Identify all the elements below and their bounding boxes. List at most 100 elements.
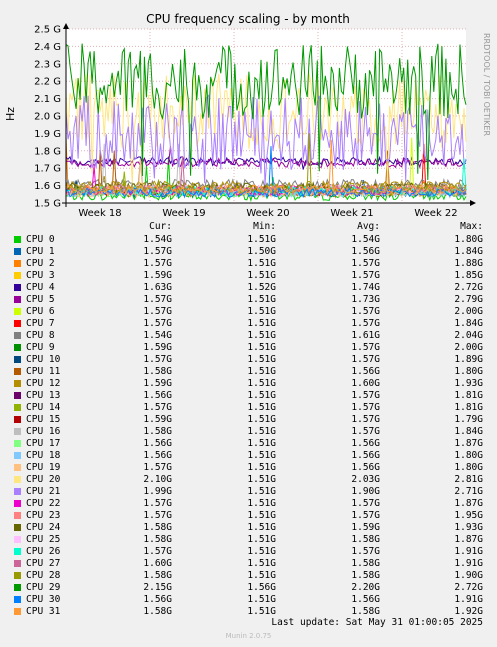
legend-row: CPU 16 1.58G 1.51G 1.57G 1.84G	[0, 426, 497, 438]
legend-row: CPU 14 1.57G 1.51G 1.57G 1.81G	[0, 402, 497, 414]
y-ticks: 1.5 G 1.6 G 1.7 G 1.8 G 1.9 G 2.0 G 2.1 G 2.2 G…	[34, 25, 61, 210]
munin-footer: Munin 2.0.75	[225, 632, 272, 640]
legend-min: 1.51G	[247, 498, 276, 509]
legend-cur: 1.57G	[143, 258, 172, 269]
legend-cur: 1.57G	[143, 246, 172, 257]
y-tick-label: 1.6 G	[34, 181, 61, 192]
legend-min: 1.51G	[247, 438, 276, 449]
legend-avg: 1.57G	[351, 270, 380, 281]
legend-swatch	[14, 356, 21, 363]
legend-cur: 1.58G	[143, 366, 172, 377]
y-tick-label: 2.1 G	[34, 94, 61, 105]
legend-row: CPU 2 1.57G 1.51G 1.57G 1.88G	[0, 258, 497, 270]
legend-cur: 1.99G	[143, 486, 172, 497]
legend-row: CPU 26 1.57G 1.51G 1.57G 1.91G	[0, 546, 497, 558]
legend-cur: 1.57G	[143, 498, 172, 509]
legend-max: 1.79G	[454, 414, 483, 425]
y-axis-label: Hz	[4, 107, 17, 121]
legend-cur: 1.54G	[143, 330, 172, 341]
legend-max: 2.79G	[454, 294, 483, 305]
legend-row: CPU 0 1.54G 1.51G 1.54G 1.80G	[0, 234, 497, 246]
legend-min: 1.51G	[247, 510, 276, 521]
legend-avg: 1.57G	[351, 498, 380, 509]
legend-row: CPU 10 1.57G 1.51G 1.57G 1.89G	[0, 354, 497, 366]
col-avg: Avg:	[357, 221, 380, 232]
legend-avg: 1.58G	[351, 570, 380, 581]
legend-name: CPU 11	[26, 366, 61, 377]
legend-min: 1.56G	[247, 582, 276, 593]
legend-row: CPU 7 1.57G 1.51G 1.57G 1.84G	[0, 318, 497, 330]
legend-name: CPU 5	[26, 294, 55, 305]
legend-swatch	[14, 344, 21, 351]
legend-min: 1.51G	[247, 402, 276, 413]
legend-swatch	[14, 368, 21, 375]
legend-name: CPU 0	[26, 234, 55, 245]
legend-row: CPU 9 1.59G 1.51G 1.57G 2.00G	[0, 342, 497, 354]
legend-row: CPU 22 1.57G 1.51G 1.57G 1.87G	[0, 498, 497, 510]
legend-cur: 1.59G	[143, 270, 172, 281]
legend-row: CPU 13 1.56G 1.51G 1.57G 1.81G	[0, 390, 497, 402]
legend-cur: 1.57G	[143, 354, 172, 365]
legend-name: CPU 19	[26, 462, 61, 473]
legend-min: 1.51G	[247, 426, 276, 437]
legend-swatch	[14, 464, 21, 471]
legend-cur: 1.58G	[143, 606, 172, 617]
legend-avg: 1.57G	[351, 510, 380, 521]
legend-max: 2.72G	[454, 582, 483, 593]
legend-min: 1.51G	[247, 390, 276, 401]
legend-name: CPU 9	[26, 342, 55, 353]
legend-cur: 1.57G	[143, 510, 172, 521]
chart-title: CPU frequency scaling - by month	[146, 12, 350, 26]
legend-cur: 1.58G	[143, 522, 172, 533]
legend-swatch	[14, 392, 21, 399]
legend-min: 1.51G	[247, 594, 276, 605]
legend-avg: 1.56G	[351, 450, 380, 461]
legend-cur: 1.57G	[143, 294, 172, 305]
series-lines	[65, 43, 467, 203]
legend-min: 1.52G	[247, 282, 276, 293]
legend-swatch	[14, 440, 21, 447]
legend-max: 1.81G	[454, 390, 483, 401]
legend-row: CPU 4 1.63G 1.52G 1.74G 2.72G	[0, 282, 497, 294]
legend-max: 1.84G	[454, 426, 483, 437]
last-update: Last update: Sat May 31 01:00:05 2025	[271, 617, 483, 628]
legend-swatch	[14, 236, 21, 243]
legend-avg: 1.57G	[351, 414, 380, 425]
y-tick-label: 2.5 G	[34, 25, 61, 36]
legend-name: CPU 16	[26, 426, 61, 437]
y-tick-label: 1.5 G	[34, 199, 61, 210]
legend-avg: 1.56G	[351, 246, 380, 257]
legend-name: CPU 3	[26, 270, 55, 281]
legend-swatch	[14, 248, 21, 255]
legend-avg: 1.56G	[351, 462, 380, 473]
legend-max: 1.80G	[454, 450, 483, 461]
legend-row: CPU 25 1.58G 1.51G 1.58G 1.87G	[0, 534, 497, 546]
legend-avg: 1.59G	[351, 522, 380, 533]
series-line-cpu-29	[65, 43, 467, 181]
x-tick-label: Week 21	[330, 208, 373, 219]
legend-avg: 1.73G	[351, 294, 380, 305]
legend-max: 1.91G	[454, 546, 483, 557]
legend-header: Cur: Min: Avg: Max:	[0, 221, 497, 233]
legend-row: CPU 6 1.57G 1.51G 1.57G 2.00G	[0, 306, 497, 318]
legend-swatch	[14, 272, 21, 279]
legend-row: CPU 8 1.54G 1.51G 1.61G 2.04G	[0, 330, 497, 342]
y-tick-label: 2.4 G	[34, 42, 61, 53]
legend-row: CPU 12 1.59G 1.51G 1.60G 1.93G	[0, 378, 497, 390]
series-line-cpu-31	[65, 139, 467, 196]
rrdtool-side-label: RRDTOOL / TOBI OETIKER	[482, 33, 491, 136]
legend-min: 1.51G	[247, 570, 276, 581]
legend-avg: 1.57G	[351, 354, 380, 365]
legend-min: 1.51G	[247, 606, 276, 617]
legend-name: CPU 23	[26, 510, 61, 521]
legend-min: 1.51G	[247, 258, 276, 269]
legend-row: CPU 1 1.57G 1.50G 1.56G 1.84G	[0, 246, 497, 258]
legend-min: 1.51G	[247, 366, 276, 377]
y-axis-arrow	[63, 23, 69, 29]
legend-swatch	[14, 260, 21, 267]
legend-row: CPU 21 1.99G 1.51G 1.90G 2.71G	[0, 486, 497, 498]
legend-swatch	[14, 320, 21, 327]
legend-max: 1.84G	[454, 246, 483, 257]
legend-row: CPU 31 1.58G 1.51G 1.58G 1.92G	[0, 606, 497, 618]
legend-name: CPU 7	[26, 318, 55, 329]
